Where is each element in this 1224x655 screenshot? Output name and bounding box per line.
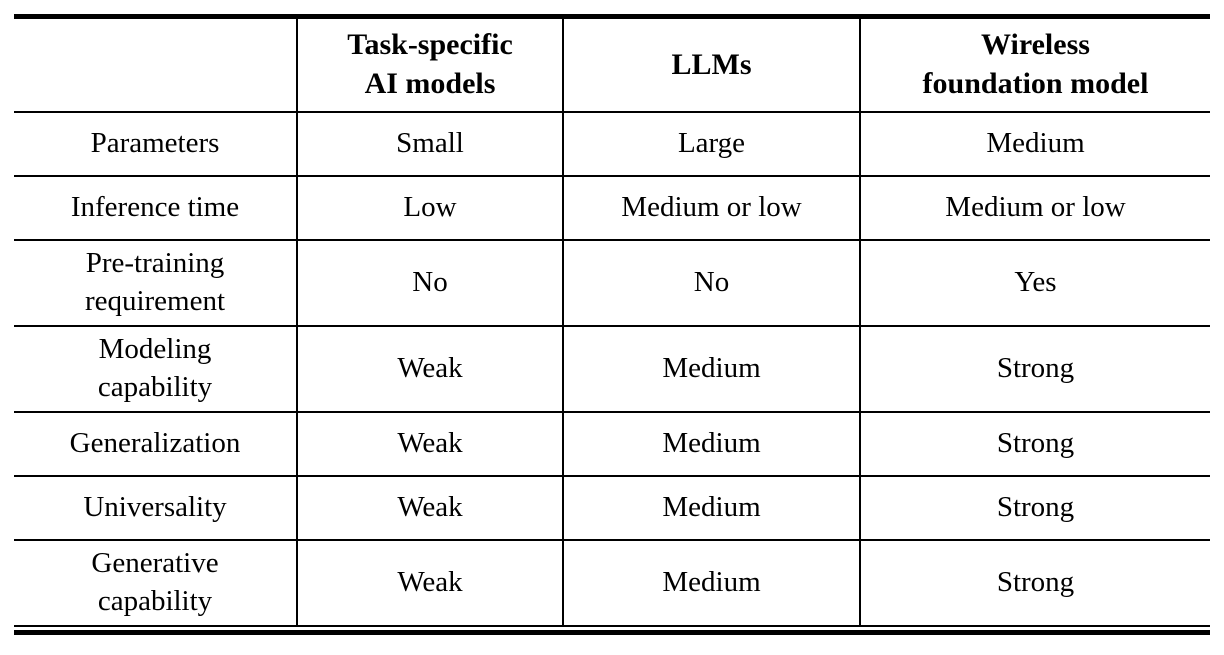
row-generalization: Generalization Weak Medium Strong <box>14 411 1210 476</box>
table-bottom-rule <box>14 629 1210 635</box>
row-label: Pre-training requirement <box>84 247 226 317</box>
row-generative-capability: Generative capability Weak Medium Strong <box>14 539 1210 626</box>
cell-value: Weak <box>296 325 563 412</box>
cell-value: Yes <box>859 239 1210 326</box>
cell-value: Strong <box>859 539 1210 626</box>
cell-value: Weak <box>296 539 563 626</box>
cell-value: Medium <box>562 539 860 626</box>
cell-value: No <box>296 239 563 326</box>
cell-value: Weak <box>296 411 563 476</box>
col-header-task-specific-ai-models: Task-specific AI models <box>296 16 563 112</box>
cell-value: Weak <box>296 475 563 540</box>
row-label: Generative capability <box>91 547 219 617</box>
row-universality: Universality Weak Medium Strong <box>14 475 1210 540</box>
cell-value: Strong <box>859 475 1210 540</box>
cell-value: Medium <box>859 111 1210 176</box>
row-label: Universality <box>83 490 227 523</box>
cell-value: Medium <box>562 325 860 412</box>
row-label: Parameters <box>90 126 220 159</box>
cell-value: Low <box>296 175 563 240</box>
row-parameters: Parameters Small Large Medium <box>14 111 1210 176</box>
row-modeling-capability: Modeling capability Weak Medium Strong <box>14 325 1210 412</box>
row-pre-training-requirement: Pre-training requirement No No Yes <box>14 239 1210 326</box>
cell-value: Large <box>562 111 860 176</box>
cell-value: Strong <box>859 411 1210 476</box>
cell-value: Medium <box>562 411 860 476</box>
cell-value: Small <box>296 111 563 176</box>
cell-value: Medium <box>562 475 860 540</box>
comparison-table: Task-specific AI models LLMs Wireless fo… <box>14 14 1210 627</box>
header-row: Task-specific AI models LLMs Wireless fo… <box>14 16 1210 112</box>
row-label: Inference time <box>70 190 240 223</box>
row-label: Modeling capability <box>97 333 213 403</box>
corner-cell <box>14 17 297 112</box>
cell-value: Medium or low <box>562 175 860 240</box>
cell-value: Medium or low <box>859 175 1210 240</box>
col-header-wireless-foundation-model: Wireless foundation model <box>859 16 1210 112</box>
cell-value: No <box>562 239 860 326</box>
row-label: Generalization <box>69 426 241 459</box>
cell-value: Strong <box>859 325 1210 412</box>
row-inference-time: Inference time Low Medium or low Medium … <box>14 175 1210 240</box>
col-header-llms: LLMs <box>562 16 860 112</box>
